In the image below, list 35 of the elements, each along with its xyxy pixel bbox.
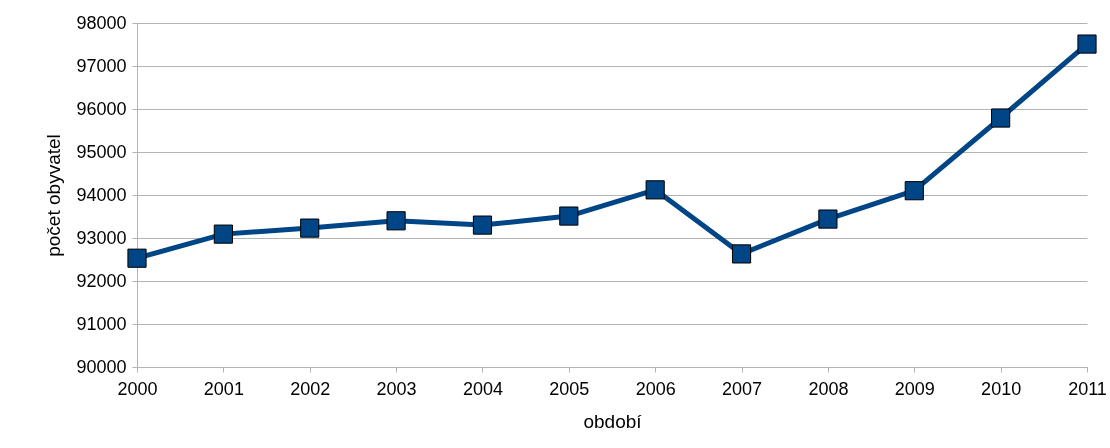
point bbox=[731, 244, 752, 264]
x-tick-label: 2008 bbox=[808, 378, 849, 399]
point bbox=[386, 211, 406, 231]
y-tick-label: 98000 bbox=[76, 12, 127, 33]
x-tick-label: 2009 bbox=[894, 378, 935, 399]
y-tick-label: 95000 bbox=[76, 141, 127, 162]
y-tick-label: 92000 bbox=[76, 270, 127, 291]
y-tick-label: 93000 bbox=[76, 227, 127, 248]
x-tick-label: 2002 bbox=[290, 378, 331, 399]
point bbox=[904, 181, 924, 201]
point bbox=[300, 218, 320, 238]
point bbox=[1077, 34, 1097, 54]
y-tick-label: 90000 bbox=[76, 356, 127, 377]
x-tick-label: 2003 bbox=[376, 378, 417, 399]
x-tick-label: 2011 bbox=[1068, 378, 1107, 399]
y-tick-label: 96000 bbox=[76, 98, 127, 119]
point bbox=[559, 206, 579, 226]
x-axis-title: období bbox=[583, 410, 643, 432]
x-tick-label: 2004 bbox=[462, 378, 503, 399]
y-tick-label: 97000 bbox=[76, 55, 127, 76]
x-tick-label: 2010 bbox=[981, 378, 1022, 399]
y-axis-title: počet obyvatel bbox=[43, 134, 65, 257]
point bbox=[472, 215, 493, 235]
point bbox=[127, 248, 147, 268]
x-tick-label: 2000 bbox=[117, 378, 158, 399]
x-tick-label: 2006 bbox=[635, 378, 676, 399]
point bbox=[818, 209, 838, 229]
point bbox=[213, 224, 233, 244]
y-tick-label: 94000 bbox=[76, 184, 127, 205]
x-tick-label: 2001 bbox=[203, 378, 244, 399]
x-tick-label: 2007 bbox=[722, 378, 763, 399]
x-tick-label: 2005 bbox=[549, 378, 590, 399]
point bbox=[645, 180, 665, 200]
y-tick-label: 91000 bbox=[76, 313, 127, 334]
point bbox=[991, 108, 1011, 128]
